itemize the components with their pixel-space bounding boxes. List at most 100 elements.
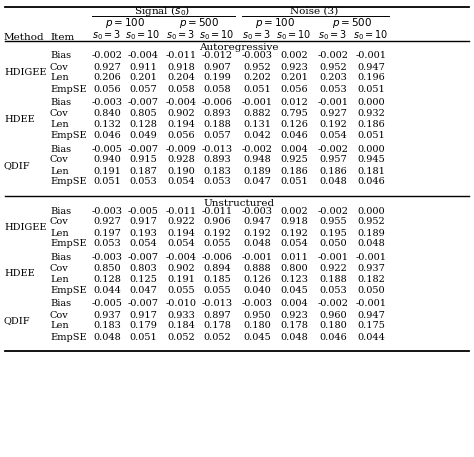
- Text: 0.927: 0.927: [93, 63, 121, 71]
- Text: 0.126: 0.126: [243, 275, 271, 284]
- Text: -0.001: -0.001: [318, 253, 348, 262]
- Text: HDIGEE: HDIGEE: [4, 223, 46, 232]
- Text: $s_0 = 3$: $s_0 = 3$: [92, 28, 121, 42]
- Text: $s_0 = 3$: $s_0 = 3$: [319, 28, 347, 42]
- Text: 0.192: 0.192: [243, 228, 271, 238]
- Text: $p = 500$: $p = 500$: [179, 16, 219, 30]
- Text: 0.932: 0.932: [357, 109, 385, 118]
- Text: 0.056: 0.056: [280, 85, 308, 94]
- Text: -0.003: -0.003: [241, 207, 273, 216]
- Text: 0.126: 0.126: [280, 120, 308, 129]
- Text: 0.004: 0.004: [280, 144, 308, 154]
- Text: 0.053: 0.053: [319, 85, 347, 94]
- Text: 0.902: 0.902: [167, 109, 195, 118]
- Text: 0.131: 0.131: [243, 120, 271, 129]
- Text: 0.056: 0.056: [167, 131, 195, 140]
- Text: 0.046: 0.046: [280, 131, 308, 140]
- Text: 0.058: 0.058: [167, 85, 195, 94]
- Text: -0.002: -0.002: [91, 52, 122, 60]
- Text: -0.007: -0.007: [128, 299, 158, 308]
- Text: 0.181: 0.181: [357, 166, 385, 175]
- Text: 0.051: 0.051: [357, 131, 385, 140]
- Text: 0.897: 0.897: [203, 310, 231, 319]
- Text: -0.003: -0.003: [241, 299, 273, 308]
- Text: $s_0 = 3$: $s_0 = 3$: [166, 28, 196, 42]
- Text: -0.002: -0.002: [318, 52, 348, 60]
- Text: 0.952: 0.952: [357, 218, 385, 227]
- Text: EmpSE: EmpSE: [50, 131, 87, 140]
- Text: 0.056: 0.056: [93, 85, 121, 94]
- Text: 0.888: 0.888: [243, 264, 271, 273]
- Text: 0.000: 0.000: [357, 207, 385, 216]
- Text: 0.048: 0.048: [243, 239, 271, 249]
- Text: 0.923: 0.923: [280, 310, 308, 319]
- Text: 0.044: 0.044: [357, 333, 385, 341]
- Text: 0.188: 0.188: [319, 275, 347, 284]
- Text: -0.013: -0.013: [201, 144, 233, 154]
- Text: 0.050: 0.050: [319, 239, 347, 249]
- Text: 0.053: 0.053: [93, 239, 121, 249]
- Text: EmpSE: EmpSE: [50, 333, 87, 341]
- Text: 0.201: 0.201: [280, 74, 308, 83]
- Text: 0.192: 0.192: [280, 228, 308, 238]
- Text: -0.004: -0.004: [165, 98, 197, 107]
- Text: Cov: Cov: [50, 155, 69, 165]
- Text: 0.185: 0.185: [203, 275, 231, 284]
- Text: 0.195: 0.195: [319, 228, 347, 238]
- Text: 0.051: 0.051: [357, 85, 385, 94]
- Text: 0.189: 0.189: [243, 166, 271, 175]
- Text: 0.922: 0.922: [319, 264, 347, 273]
- Text: Signal ($s_0$): Signal ($s_0$): [134, 4, 190, 18]
- Text: 0.192: 0.192: [203, 228, 231, 238]
- Text: 0.123: 0.123: [280, 275, 308, 284]
- Text: 0.186: 0.186: [280, 166, 308, 175]
- Text: 0.950: 0.950: [243, 310, 271, 319]
- Text: Item: Item: [50, 32, 74, 42]
- Text: 0.054: 0.054: [280, 239, 308, 249]
- Text: 0.182: 0.182: [357, 275, 385, 284]
- Text: -0.006: -0.006: [201, 98, 232, 107]
- Text: 0.052: 0.052: [203, 333, 231, 341]
- Text: 0.048: 0.048: [357, 239, 385, 249]
- Text: 0.055: 0.055: [203, 286, 231, 295]
- Text: 0.132: 0.132: [93, 120, 121, 129]
- Text: 0.915: 0.915: [129, 155, 157, 165]
- Text: 0.055: 0.055: [167, 286, 195, 295]
- Text: 0.179: 0.179: [129, 322, 157, 330]
- Text: 0.045: 0.045: [243, 333, 271, 341]
- Text: 0.882: 0.882: [243, 109, 271, 118]
- Text: 0.000: 0.000: [357, 144, 385, 154]
- Text: 0.186: 0.186: [357, 120, 385, 129]
- Text: Bias: Bias: [50, 98, 71, 107]
- Text: 0.948: 0.948: [243, 155, 271, 165]
- Text: 0.058: 0.058: [203, 85, 231, 94]
- Text: -0.001: -0.001: [356, 253, 386, 262]
- Text: 0.052: 0.052: [167, 333, 195, 341]
- Text: 0.183: 0.183: [93, 322, 121, 330]
- Text: 0.917: 0.917: [129, 310, 157, 319]
- Text: -0.003: -0.003: [91, 207, 122, 216]
- Text: Bias: Bias: [50, 253, 71, 262]
- Text: -0.001: -0.001: [356, 52, 386, 60]
- Text: 0.947: 0.947: [357, 63, 385, 71]
- Text: 0.945: 0.945: [357, 155, 385, 165]
- Text: HDEE: HDEE: [4, 115, 35, 123]
- Text: -0.002: -0.002: [318, 207, 348, 216]
- Text: Len: Len: [50, 275, 69, 284]
- Text: 0.206: 0.206: [93, 74, 121, 83]
- Text: HDIGEE: HDIGEE: [4, 68, 46, 77]
- Text: 0.957: 0.957: [319, 155, 347, 165]
- Text: 0.805: 0.805: [129, 109, 157, 118]
- Text: -0.002: -0.002: [318, 144, 348, 154]
- Text: Cov: Cov: [50, 218, 69, 227]
- Text: 0.002: 0.002: [280, 207, 308, 216]
- Text: 0.178: 0.178: [280, 322, 308, 330]
- Text: Autoregressive: Autoregressive: [199, 43, 279, 53]
- Text: -0.007: -0.007: [128, 253, 158, 262]
- Text: 0.054: 0.054: [129, 239, 157, 249]
- Text: -0.009: -0.009: [165, 144, 196, 154]
- Text: Len: Len: [50, 322, 69, 330]
- Text: 0.947: 0.947: [357, 310, 385, 319]
- Text: HDEE: HDEE: [4, 270, 35, 278]
- Text: EmpSE: EmpSE: [50, 177, 87, 186]
